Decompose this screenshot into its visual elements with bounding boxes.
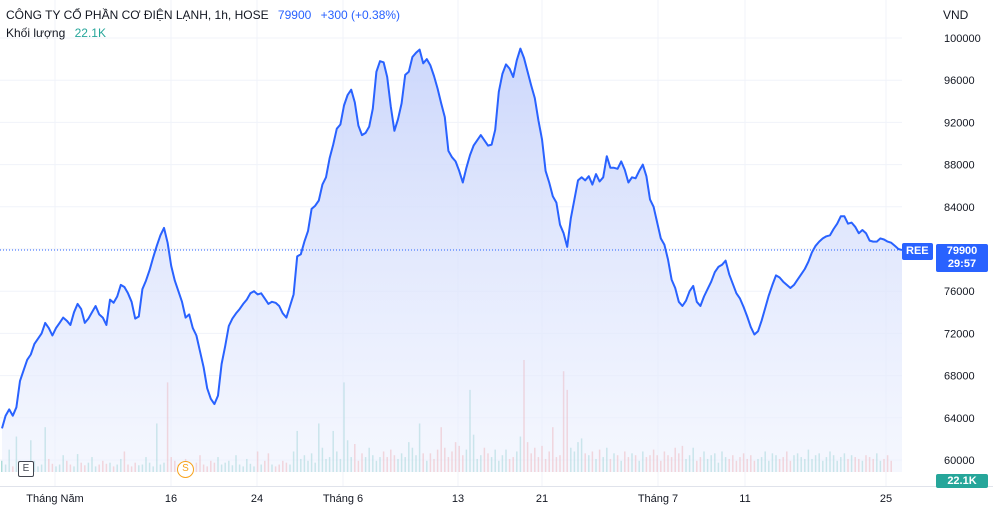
x-tick-label: 13 bbox=[452, 493, 464, 505]
y-tick-label: 92000 bbox=[944, 117, 975, 129]
price-tag: 79900 29:57 bbox=[936, 244, 988, 272]
legend-change: +300 (+0.38%) bbox=[320, 8, 401, 22]
price-tag-value: 79900 bbox=[946, 245, 978, 257]
y-tick-label: 84000 bbox=[944, 202, 975, 214]
price-tag-countdown: 29:57 bbox=[947, 258, 977, 270]
y-tick-label: 64000 bbox=[944, 413, 975, 425]
x-tick-label: 21 bbox=[536, 493, 548, 505]
x-tick-label: Tháng 7 bbox=[638, 493, 678, 505]
y-tick-label: 100000 bbox=[944, 33, 981, 45]
price-line bbox=[1, 47, 903, 429]
x-tick-label: 24 bbox=[251, 493, 263, 505]
x-tick-label: 16 bbox=[165, 493, 177, 505]
y-tick-label: 60000 bbox=[944, 455, 975, 467]
y-tick-label: 88000 bbox=[944, 160, 975, 172]
symbol-tag: REE bbox=[902, 243, 933, 260]
y-tick-label: 72000 bbox=[944, 328, 975, 340]
x-tick-label: Tháng 6 bbox=[323, 493, 363, 505]
earnings-marker-icon[interactable]: E bbox=[18, 461, 34, 477]
symbol-title: CÔNG TY CỔ PHẦN CƠ ĐIỆN LẠNH, 1h, HOSE bbox=[6, 8, 269, 22]
currency-label: VND bbox=[943, 8, 969, 22]
volume-label: Khối lượng bbox=[6, 26, 66, 40]
legend-price: 79900 bbox=[277, 8, 312, 22]
x-tick-label: 11 bbox=[739, 493, 750, 505]
volume-value: 22.1K bbox=[74, 26, 106, 40]
x-tick-label: 25 bbox=[880, 493, 892, 505]
split-marker-icon[interactable]: S bbox=[177, 461, 194, 478]
price-area bbox=[2, 48, 902, 472]
x-tick-label: Tháng Năm bbox=[26, 493, 83, 505]
volume-tag: 22.1K bbox=[936, 474, 988, 488]
y-tick-label: 68000 bbox=[944, 371, 975, 383]
y-tick-label: 96000 bbox=[944, 75, 975, 87]
y-tick-label: 76000 bbox=[944, 286, 975, 298]
chart-legend: CÔNG TY CỔ PHẦN CƠ ĐIỆN LẠNH, 1h, HOSE 7… bbox=[6, 8, 400, 40]
